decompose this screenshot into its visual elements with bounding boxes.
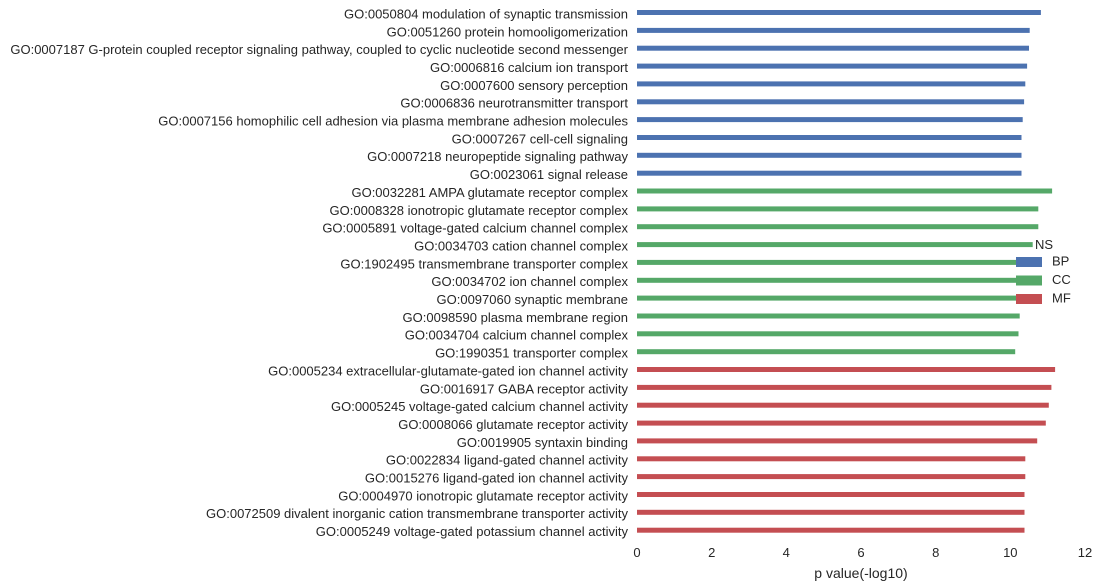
category-label: GO:0051260 protein homooligomerization: [387, 24, 628, 39]
x-tick-label: 0: [633, 545, 640, 560]
bar-mf: [637, 438, 1038, 444]
bar-mf: [637, 420, 1046, 426]
bar-cc: [637, 295, 1026, 301]
category-label: GO:0004970 ionotropic glutamate receptor…: [338, 488, 628, 503]
category-label: GO:0007267 cell-cell signaling: [452, 131, 628, 146]
category-label: GO:0006816 calcium ion transport: [430, 60, 628, 75]
legend-label-cc: CC: [1052, 272, 1071, 287]
bar-mf: [637, 402, 1049, 408]
category-label: GO:0007156 homophilic cell adhesion via …: [158, 114, 628, 129]
category-label: GO:0008066 glutamate receptor activity: [398, 417, 628, 432]
bar-mf: [637, 367, 1056, 372]
category-label: GO:0006836 neurotransmitter transport: [400, 96, 628, 111]
bar-cc: [637, 206, 1039, 212]
bar-bp: [637, 45, 1029, 51]
bar-mf: [637, 474, 1026, 480]
bar-mf: [637, 492, 1025, 497]
category-label: GO:0019905 syntaxin binding: [457, 435, 628, 450]
bar-cc: [637, 259, 1029, 265]
category-label: GO:0007600 sensory perception: [440, 78, 628, 93]
category-label: GO:0007187 G-protein coupled receptor si…: [10, 42, 628, 57]
bar-bp: [637, 117, 1023, 123]
category-label: GO:0034704 calcium channel complex: [405, 328, 629, 343]
category-label: GO:0007218 neuropeptide signaling pathwa…: [367, 149, 628, 164]
category-label: GO:0005891 voltage-gated calcium channel…: [322, 221, 628, 236]
bar-cc: [637, 331, 1019, 337]
bar-bp: [637, 10, 1041, 15]
bar-bp: [637, 135, 1022, 140]
category-label: GO:0015276 ligand-gated ion channel acti…: [365, 471, 629, 486]
bars-layer: [637, 10, 1056, 533]
legend-swatch-bp: [1016, 257, 1042, 267]
bar-bp: [637, 170, 1022, 176]
bar-mf: [637, 384, 1052, 390]
bar-bp: [637, 27, 1030, 33]
bar-bp: [637, 99, 1025, 105]
category-label: GO:0072509 divalent inorganic cation tra…: [206, 506, 628, 521]
bar-bp: [637, 81, 1026, 87]
category-label: GO:0032281 AMPA glutamate receptor compl…: [351, 185, 628, 200]
category-label: GO:0023061 signal release: [470, 167, 628, 182]
bar-mf: [637, 527, 1025, 533]
bar-mf: [637, 456, 1026, 462]
bar-cc: [637, 188, 1053, 194]
category-label: GO:0005245 voltage-gated calcium channel…: [331, 399, 629, 414]
x-axis-ticks: 0 2 4 6 8 10 12: [633, 545, 1092, 560]
category-label: GO:0005249 voltage-gated potassium chann…: [316, 524, 629, 539]
legend-swatch-mf: [1016, 294, 1042, 304]
bar-cc: [637, 349, 1016, 355]
category-label: GO:1902495 transmembrane transporter com…: [340, 256, 628, 271]
legend-label-bp: BP: [1052, 253, 1069, 268]
bar-mf: [637, 509, 1025, 515]
x-tick-label: 10: [1003, 545, 1017, 560]
legend-title: NS: [1035, 237, 1053, 252]
category-label: GO:0034702 ion channel complex: [431, 274, 628, 289]
bar-cc: [637, 313, 1020, 319]
category-labels: GO:0050804 modulation of synaptic transm…: [10, 6, 628, 539]
x-tick-label: 12: [1078, 545, 1092, 560]
bar-bp: [637, 152, 1022, 158]
bar-cc: [637, 242, 1033, 248]
category-label: GO:0034703 cation channel complex: [414, 239, 628, 254]
category-label: GO:0016917 GABA receptor activity: [420, 381, 629, 396]
category-label: GO:1990351 transporter complex: [435, 346, 628, 361]
legend-label-mf: MF: [1052, 290, 1071, 305]
bar-bp: [637, 63, 1028, 69]
legend-swatch-cc: [1016, 275, 1042, 286]
legend: NS BP CC MF: [1016, 237, 1071, 305]
category-label: GO:0008328 ionotropic glutamate receptor…: [330, 203, 629, 218]
category-label: GO:0097060 synaptic membrane: [437, 292, 629, 307]
x-tick-label: 6: [857, 545, 864, 560]
x-tick-label: 8: [932, 545, 939, 560]
x-axis-label: p value(-log10): [814, 565, 907, 581]
category-label: GO:0005234 extracellular-glutamate-gated…: [268, 363, 628, 378]
category-label: GO:0022834 ligand-gated channel activity: [386, 453, 629, 468]
x-tick-label: 2: [708, 545, 715, 560]
category-label: GO:0050804 modulation of synaptic transm…: [344, 6, 628, 21]
x-tick-label: 4: [783, 545, 790, 560]
category-label: GO:0098590 plasma membrane region: [403, 310, 628, 325]
bar-cc: [637, 277, 1028, 283]
bar-cc: [637, 224, 1039, 230]
